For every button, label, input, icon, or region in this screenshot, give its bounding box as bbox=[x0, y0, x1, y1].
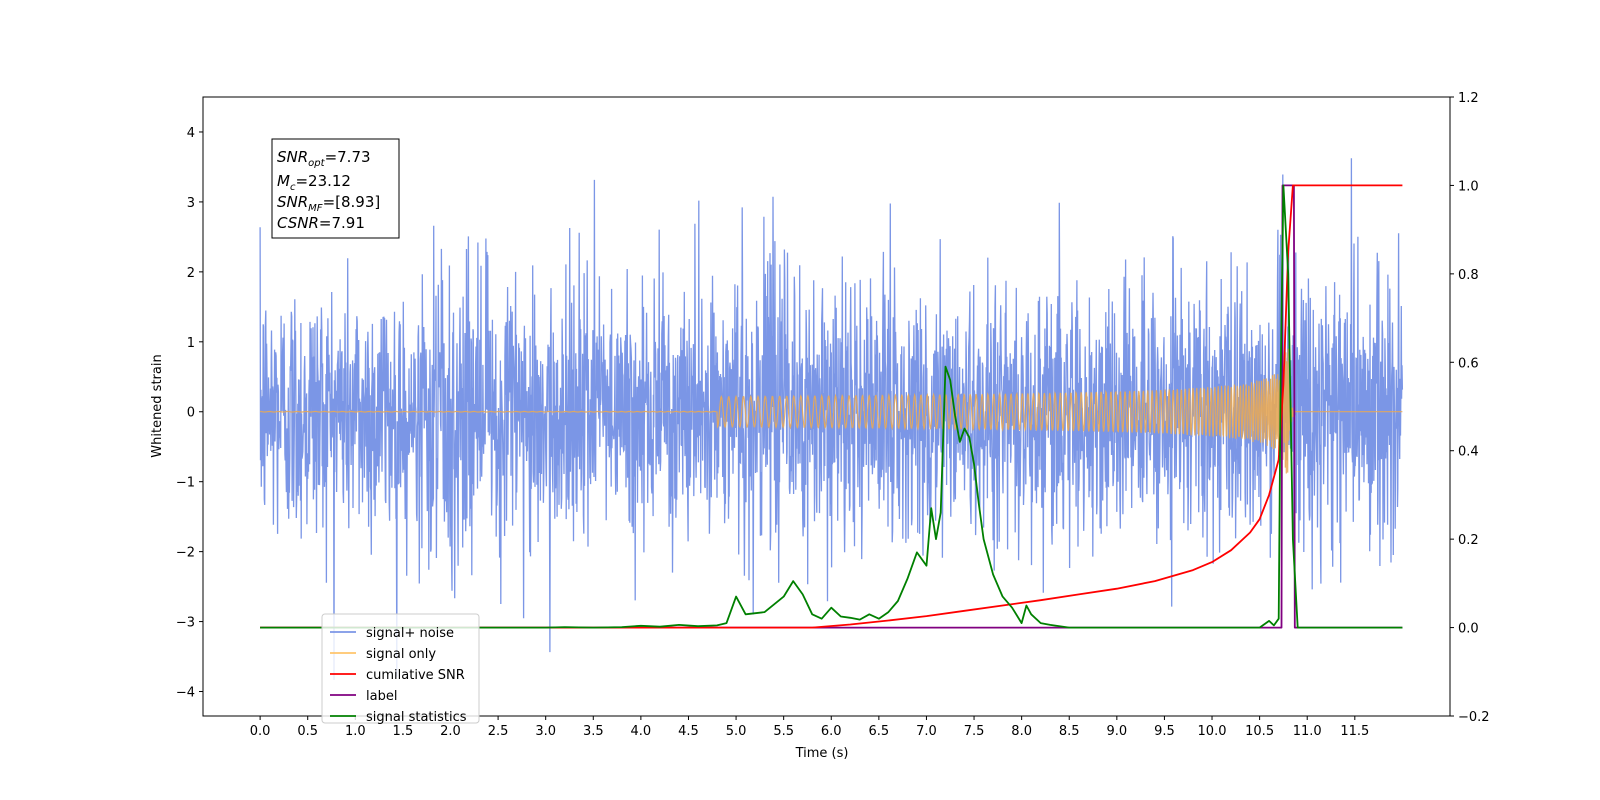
x-tick-label: 11.0 bbox=[1293, 724, 1322, 739]
y-tick-label: 4 bbox=[187, 126, 195, 141]
x-tick-label: 5.0 bbox=[726, 724, 747, 739]
signal-only-line bbox=[260, 348, 1403, 474]
annotation-box: SNRopt=7.73 Mc=23.12 SNRMF=[8.93] CSNR=7… bbox=[271, 138, 400, 239]
x-tick-label: 10.5 bbox=[1245, 724, 1274, 739]
y2-tick-label: 0.2 bbox=[1458, 533, 1479, 548]
x-tick-label: 7.0 bbox=[916, 724, 937, 739]
signal-noise-line bbox=[259, 158, 1404, 680]
x-tick-label: 9.0 bbox=[1106, 724, 1127, 739]
y2-tick-label: 0.4 bbox=[1458, 445, 1479, 460]
x-tick-label: 3.5 bbox=[583, 724, 604, 739]
x-tick-label: 6.5 bbox=[869, 724, 890, 739]
y-tick-label: −4 bbox=[176, 686, 195, 701]
csnr-text: CSNR=7.91 bbox=[277, 214, 365, 232]
legend-label-signal-statistics: signal statistics bbox=[366, 710, 467, 725]
signal-only-series bbox=[260, 348, 1403, 474]
x-tick-label: 10.0 bbox=[1198, 724, 1227, 739]
snr-mf-text: SNRMF=[8.93] bbox=[277, 193, 380, 214]
legend-label-label: label bbox=[366, 689, 397, 704]
x-axis-label: Time (s) bbox=[795, 746, 849, 761]
x-tick-label: 2.0 bbox=[440, 724, 461, 739]
legend: signal+ noise signal only cumilative SNR la… bbox=[321, 613, 480, 725]
y-tick-label: 0 bbox=[187, 406, 195, 421]
x-tick-label: 0.0 bbox=[250, 724, 271, 739]
y2-tick-label: 1.0 bbox=[1458, 179, 1479, 194]
signal-statistics-line bbox=[260, 184, 1403, 629]
x-tick-label: 9.5 bbox=[1154, 724, 1175, 739]
signal-noise-series bbox=[259, 158, 1404, 680]
legend-label-signal-only: signal only bbox=[366, 647, 436, 662]
y-tick-label: −3 bbox=[176, 616, 195, 631]
y2-tick-label: 0.0 bbox=[1458, 622, 1479, 637]
y-tick-label: −2 bbox=[176, 546, 195, 561]
legend-label-signal-noise: signal+ noise bbox=[366, 626, 454, 641]
mc-text: Mc=23.12 bbox=[277, 172, 351, 193]
legend-label-cumilative-snr: cumilative SNR bbox=[366, 668, 465, 683]
y-axis-label: Whitened strain bbox=[150, 354, 165, 457]
x-tick-label: 4.5 bbox=[678, 724, 699, 739]
y2-tick-label: 0.6 bbox=[1458, 356, 1479, 371]
x-tick-label: 1.5 bbox=[393, 724, 414, 739]
x-axis: 0.0 0.5 1.0 1.5 2.0 2.5 3.0 3.5 4.0 4.5 5.0 5.5 6.0 6… bbox=[250, 716, 1369, 739]
x-tick-label: 8.5 bbox=[1059, 724, 1080, 739]
x-tick-label: 0.5 bbox=[297, 724, 318, 739]
axes-frame bbox=[202, 96, 1451, 717]
y2-tick-label: −0.2 bbox=[1458, 710, 1490, 725]
y-axis-right: 1.2 1.0 0.8 0.6 0.4 0.2 0.0 −0.2 bbox=[1450, 91, 1490, 725]
y2-tick-label: 1.2 bbox=[1458, 91, 1479, 106]
x-tick-label: 7.5 bbox=[964, 724, 985, 739]
x-tick-label: 5.5 bbox=[773, 724, 794, 739]
y-tick-label: 3 bbox=[187, 196, 195, 211]
x-tick-label: 6.0 bbox=[821, 724, 842, 739]
x-tick-label: 11.5 bbox=[1340, 724, 1369, 739]
y-axis-left: 4 3 2 1 0 −1 −2 −3 −4 bbox=[176, 126, 203, 701]
x-tick-label: 4.0 bbox=[631, 724, 652, 739]
snr-opt-text: SNRopt=7.73 bbox=[277, 148, 371, 169]
y-tick-label: −1 bbox=[176, 476, 195, 491]
x-tick-label: 1.0 bbox=[345, 724, 366, 739]
x-tick-label: 3.0 bbox=[535, 724, 556, 739]
x-tick-label: 8.0 bbox=[1011, 724, 1032, 739]
y-tick-label: 2 bbox=[187, 266, 195, 281]
y2-tick-label: 0.8 bbox=[1458, 268, 1479, 283]
y-tick-label: 1 bbox=[187, 336, 195, 351]
x-tick-label: 2.5 bbox=[488, 724, 509, 739]
